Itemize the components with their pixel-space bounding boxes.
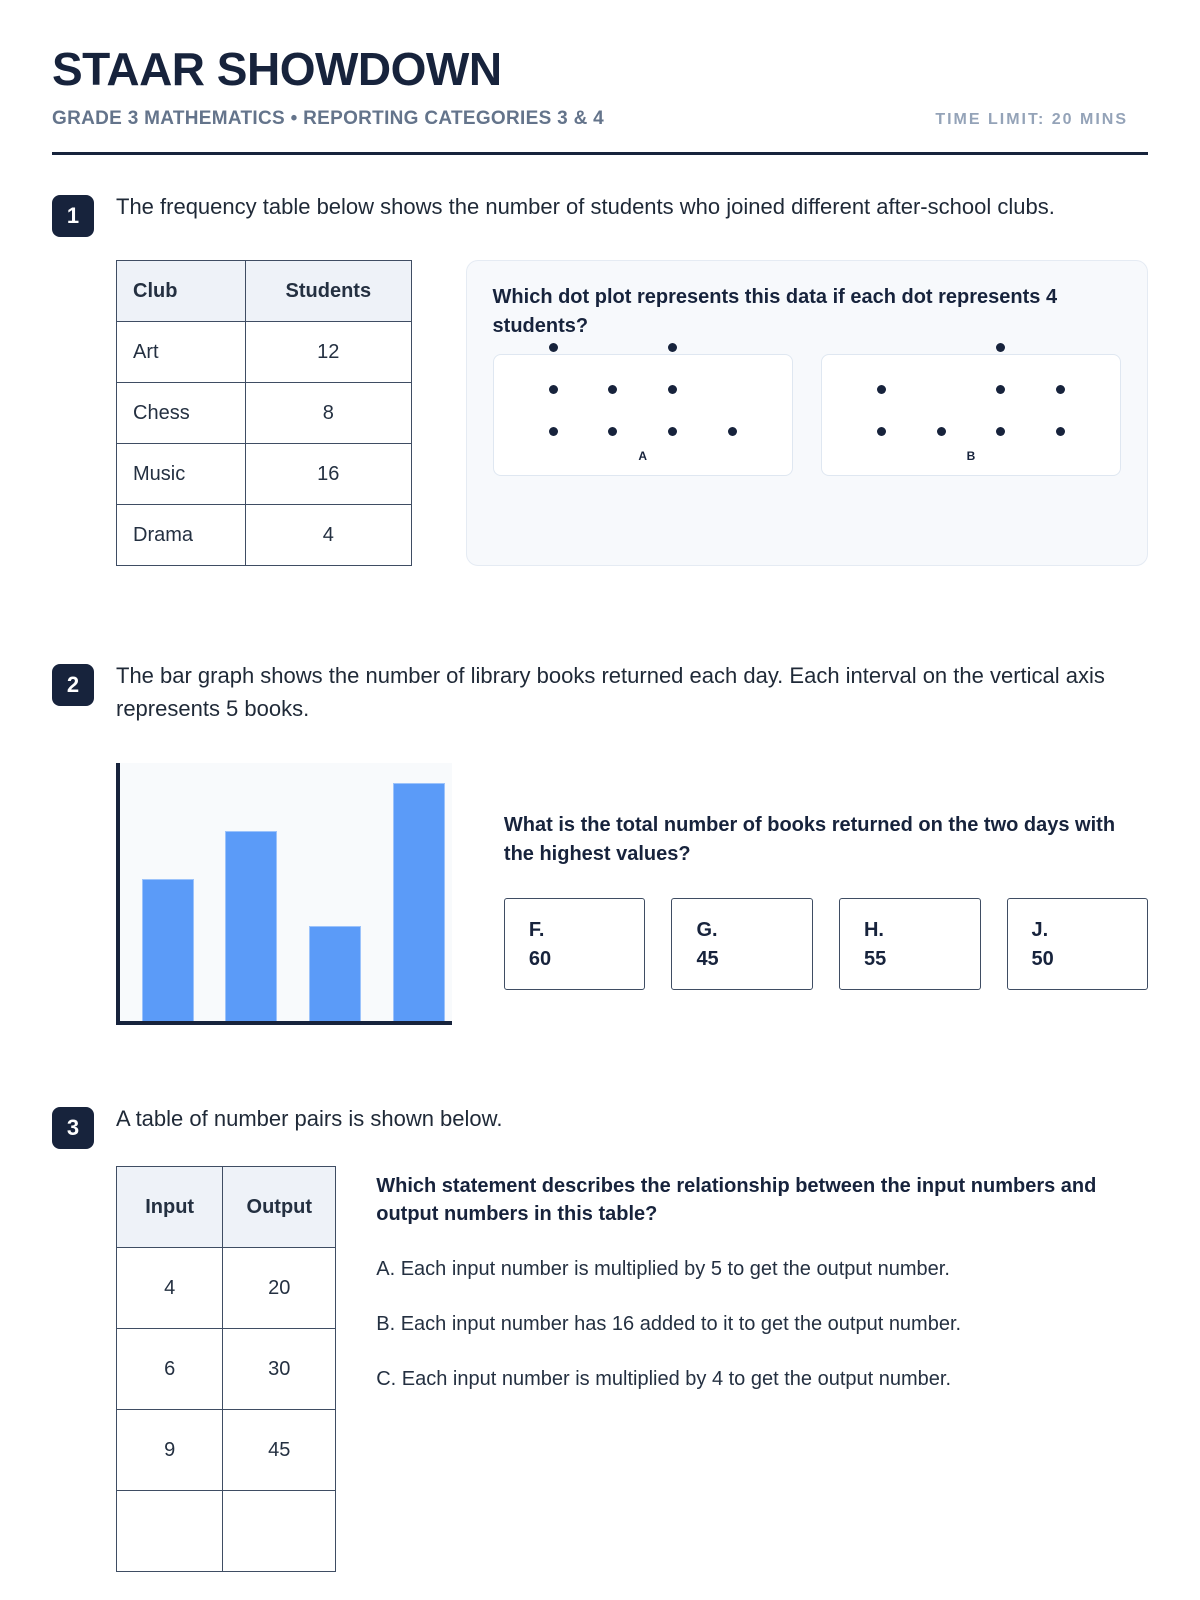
question-3-number: 3: [52, 1107, 94, 1150]
question-2-sub-prompt: What is the total number of books return…: [503, 814, 1116, 865]
input-output-table: Input Output 4 20 6 30: [115, 1166, 337, 1573]
choice-g-letter: G.: [696, 919, 718, 942]
choice-h[interactable]: H. 55: [838, 898, 981, 991]
dot-marker: [1055, 385, 1065, 395]
page-title: STAAR SHOWDOWN: [52, 43, 502, 95]
cell-output: [222, 1490, 337, 1573]
table-row: 4 20: [115, 1247, 337, 1330]
dot-marker: [608, 385, 618, 395]
table-row: Art 12: [115, 321, 412, 384]
chart-bar: [141, 878, 194, 1022]
question-2-number: 2: [52, 664, 94, 707]
dot-marker: [667, 343, 677, 353]
choice-j-value: 50: [1031, 948, 1054, 971]
table-header-row: Input Output: [115, 1166, 337, 1249]
question-3-option-a[interactable]: A. Each input number is multiplied by 5 …: [376, 1257, 950, 1280]
dot-marker: [548, 427, 558, 437]
cell-club: Art: [115, 321, 247, 384]
dot-marker: [548, 343, 558, 353]
column-header-students: Students: [245, 260, 412, 323]
column-header-club: Club: [115, 260, 247, 323]
cell-input: 9: [115, 1409, 224, 1492]
dot-marker: [667, 427, 677, 437]
question-1-stem: The frequency table below shows the numb…: [116, 193, 1055, 219]
table-row: 9 45: [115, 1409, 337, 1492]
bar-chart: [116, 763, 452, 1026]
dot-plot-choice-b[interactable]: B: [820, 343, 1122, 477]
chart-bar: [392, 783, 445, 1022]
dot-marker: [876, 385, 886, 395]
table-row: 6 30: [115, 1328, 337, 1411]
dot-plot-choices: A B: [492, 343, 1122, 477]
cell-club: Drama: [115, 504, 247, 567]
question-3-option-c[interactable]: C. Each input number is multiplied by 4 …: [376, 1367, 952, 1390]
column-header-output: Output: [222, 1166, 337, 1249]
dot-marker: [608, 427, 618, 437]
worksheet-header: STAAR SHOWDOWN GRADE 3 MATHEMATICS • REP…: [52, 43, 1148, 155]
dot-marker: [996, 385, 1006, 395]
choice-h-value: 55: [863, 948, 887, 971]
dot-marker: [667, 385, 677, 395]
question-1-number: 1: [52, 194, 94, 237]
table-row: [115, 1490, 337, 1573]
question-1: 1 The frequency table below shows the nu…: [52, 191, 1148, 567]
question-3-stem: A table of number pairs is shown below.: [116, 1106, 503, 1132]
cell-students: 4: [245, 504, 412, 567]
question-2-choices: F. 60 G. 45 H. 55 J. 50: [503, 898, 1149, 991]
cell-output: 20: [222, 1247, 337, 1330]
header-subrow: GRADE 3 MATHEMATICS • REPORTING CATEGORI…: [52, 108, 1148, 130]
choice-j-letter: J.: [1031, 919, 1049, 942]
choice-g-value: 45: [696, 948, 719, 971]
dot-marker: [996, 343, 1006, 353]
table-row: Music 16: [115, 443, 412, 506]
dot-marker: [548, 385, 558, 395]
dot-plot-panel: Which dot plot represents this data if e…: [465, 260, 1148, 567]
dot-marker: [876, 427, 886, 437]
question-2: 2 The bar graph shows the number of libr…: [52, 660, 1149, 1026]
choice-f-value: 60: [528, 948, 552, 971]
dot-plot-letter-b: B: [966, 449, 976, 464]
table-row: Chess 8: [115, 382, 412, 445]
cell-output: 45: [222, 1409, 337, 1492]
dot-plot-letter-a: A: [638, 449, 647, 464]
chart-bar: [309, 926, 361, 1022]
choice-j[interactable]: J. 50: [1006, 898, 1149, 991]
choice-h-letter: H.: [863, 919, 884, 942]
header-subtitle: GRADE 3 MATHEMATICS • REPORTING CATEGORI…: [52, 107, 605, 129]
cell-students: 16: [245, 443, 412, 506]
dot-marker: [1055, 427, 1065, 437]
cell-input: 6: [115, 1328, 224, 1411]
cell-club: Chess: [115, 382, 247, 445]
column-header-input: Input: [115, 1166, 224, 1249]
choice-g[interactable]: G. 45: [671, 898, 813, 991]
cell-students: 12: [245, 321, 412, 384]
dot-marker: [996, 427, 1006, 437]
dot-marker: [727, 427, 737, 437]
time-limit-label: TIME LIMIT: 20 MINS: [935, 110, 1128, 128]
question-3-sub-prompt: Which statement describes the relationsh…: [376, 1175, 1097, 1226]
table-row: Drama 4: [115, 504, 412, 567]
question-1-sub-prompt: Which dot plot represents this data if e…: [492, 286, 1058, 337]
chart-bar: [225, 830, 278, 1022]
question-3-option-b[interactable]: B. Each input number has 16 added to it …: [376, 1312, 962, 1335]
cell-output: 30: [222, 1328, 337, 1411]
dot-marker: [936, 427, 946, 437]
frequency-table: Club Students Art 12 Chess 8: [115, 260, 412, 567]
question-3: 3 A table of number pairs is shown below…: [52, 1103, 1148, 1573]
cell-students: 8: [245, 382, 412, 445]
choice-f[interactable]: F. 60: [503, 898, 646, 991]
cell-input: [115, 1490, 224, 1573]
cell-club: Music: [115, 443, 247, 506]
question-2-stem: The bar graph shows the number of librar…: [116, 663, 1105, 721]
header-divider: [52, 151, 1148, 155]
choice-f-letter: F.: [528, 919, 545, 942]
dot-plot-choice-a[interactable]: A: [492, 343, 793, 477]
cell-input: 4: [115, 1247, 224, 1330]
table-header-row: Club Students: [115, 260, 412, 323]
